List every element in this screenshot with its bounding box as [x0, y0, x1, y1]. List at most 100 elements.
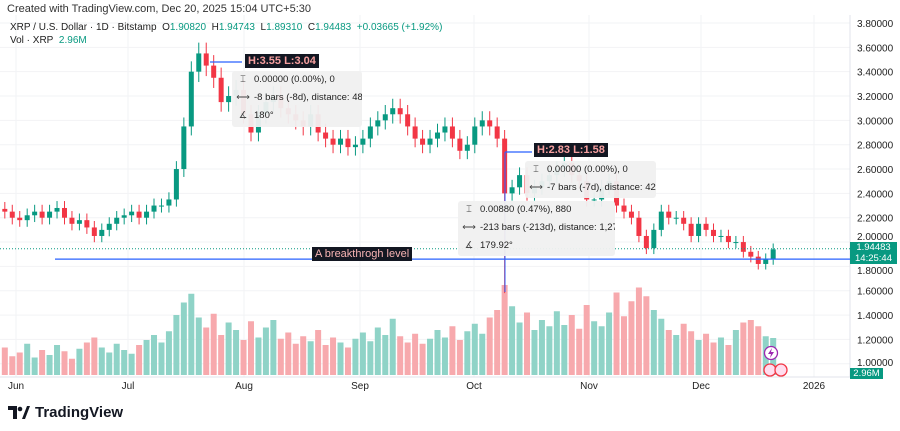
price-chart[interactable]: 3.80000 3.60000 3.40000 3.20000 3.00000 2.800… — [0, 15, 900, 400]
candle-body — [352, 144, 358, 148]
volume-bar — [658, 318, 665, 375]
bars-range-icon: ⟷ — [236, 92, 250, 103]
volume-bar — [195, 317, 202, 375]
candle-body — [457, 138, 463, 151]
angle-icon: ∡ — [238, 110, 248, 121]
volume-bar — [151, 335, 158, 375]
last-price: 1.94483 — [856, 242, 891, 253]
volume-bar — [31, 357, 38, 375]
volume-bar — [300, 336, 307, 375]
volume-title[interactable]: Vol · XRP — [10, 35, 54, 46]
volume-bar — [76, 348, 83, 375]
volume-bar — [68, 358, 75, 375]
price-tick: 2.00000 — [857, 232, 894, 243]
candle-body — [763, 259, 769, 264]
price-tick: 1.40000 — [857, 311, 894, 322]
candle-body — [449, 126, 455, 139]
volume-bar — [374, 327, 381, 375]
volume-bar — [136, 345, 143, 375]
measure-bars: -7 bars (-7d), distance: 42 px — [547, 182, 656, 193]
range-label-1[interactable]: H:3.55 L:3.04 — [245, 54, 319, 68]
axes: 3.80000 3.60000 3.40000 3.20000 3.00000 2.800… — [0, 15, 894, 392]
measure-tooltip-1[interactable]: ⌶ 0.00000 (0.00%), 0 ⟷ -8 bars (-8d), dist… — [232, 71, 362, 127]
volume-bar — [441, 337, 448, 375]
volume-bar — [501, 285, 508, 375]
volume-bar — [113, 343, 120, 375]
event-markers[interactable] — [763, 345, 791, 379]
volume-bar — [203, 327, 210, 375]
volume-bar — [218, 335, 225, 375]
tradingview-logo[interactable]: TradingView — [8, 404, 123, 421]
candle-body — [703, 223, 709, 230]
volume-bar — [561, 325, 568, 375]
volume-bar — [404, 342, 411, 375]
price-tick: 2.40000 — [857, 189, 894, 200]
volume-bar — [755, 326, 762, 375]
candle-body — [517, 175, 523, 188]
volume-bar — [322, 345, 329, 375]
time-tick: Nov — [580, 381, 598, 392]
volume-bar — [240, 340, 247, 375]
price-tick: 3.00000 — [857, 116, 894, 127]
time-tick: Sep — [351, 381, 369, 392]
volume-bar — [710, 342, 717, 375]
candle-body — [688, 223, 694, 236]
us-flag-event-icon[interactable] — [774, 363, 788, 377]
candle-body — [666, 211, 672, 218]
volume-bar — [576, 328, 583, 375]
volume-bar — [643, 296, 650, 375]
candle-body — [681, 217, 687, 224]
volume-bar — [188, 293, 195, 375]
open-value: 1.90820 — [169, 22, 207, 33]
volume-bar — [516, 322, 523, 375]
volume-bar — [449, 326, 456, 375]
volume-bar — [553, 311, 560, 375]
last-volume-label: 2.96M — [850, 368, 883, 379]
time-tick: Aug — [235, 381, 253, 392]
price-range-icon: ⌶ — [240, 74, 246, 85]
measure-tooltip-2[interactable]: ⌶ 0.00000 (0.00%), 0 ⟷ -7 bars (-7d), dist… — [525, 161, 656, 198]
candle-body — [211, 65, 217, 78]
volume-bar — [397, 336, 404, 375]
bars-range-icon: ⟷ — [529, 182, 543, 193]
volume-bar — [128, 353, 135, 375]
candle-body — [106, 223, 112, 230]
candle-body — [39, 211, 45, 218]
created-with-note: Created with TradingView.com, Dec 20, 20… — [7, 3, 311, 15]
symbol-title[interactable]: XRP / U.S. Dollar · 1D · Bitstamp — [10, 22, 157, 33]
candle-body — [226, 96, 232, 103]
volume-bar — [665, 330, 672, 375]
candle-body — [91, 227, 97, 236]
us-flag-event-icon[interactable] — [763, 363, 777, 377]
range-label-2[interactable]: H:2.83 L:1.58 — [534, 143, 608, 157]
candle-body — [129, 211, 135, 216]
candle-body — [360, 138, 366, 145]
volume-bar — [591, 321, 598, 375]
volume-bar — [382, 335, 389, 375]
candle-body — [733, 242, 739, 244]
candle-body — [345, 138, 351, 148]
candle-body — [121, 215, 127, 218]
candle-body — [32, 211, 38, 216]
volume-bar — [546, 326, 553, 375]
grid — [0, 15, 850, 377]
time-tick: Jun — [8, 381, 24, 392]
candle-body — [621, 205, 627, 212]
volume-bar — [233, 330, 240, 375]
candle-body — [628, 211, 634, 218]
breakthrough-level-label[interactable]: A breakthrogh level — [312, 247, 413, 261]
candle-body — [725, 235, 731, 243]
volume-bar — [46, 355, 53, 375]
price-tick: 1.80000 — [857, 266, 894, 277]
high-value: 1.94743 — [218, 22, 255, 33]
volume-bar — [337, 342, 344, 375]
measure-tooltip-3[interactable]: ⌶ 0.00880 (0.47%), 880 ⟷ -213 bars (-213d)… — [458, 201, 615, 256]
volume-bar — [456, 340, 463, 375]
candle-body — [405, 114, 411, 127]
volume-bar — [121, 350, 128, 375]
candle-body — [54, 207, 60, 212]
candle-body — [196, 53, 202, 72]
measure-price: 0.00000 (0.00%), 0 — [254, 74, 335, 85]
volume-bar — [180, 302, 187, 375]
measure-angle: 179.92° — [480, 240, 513, 251]
